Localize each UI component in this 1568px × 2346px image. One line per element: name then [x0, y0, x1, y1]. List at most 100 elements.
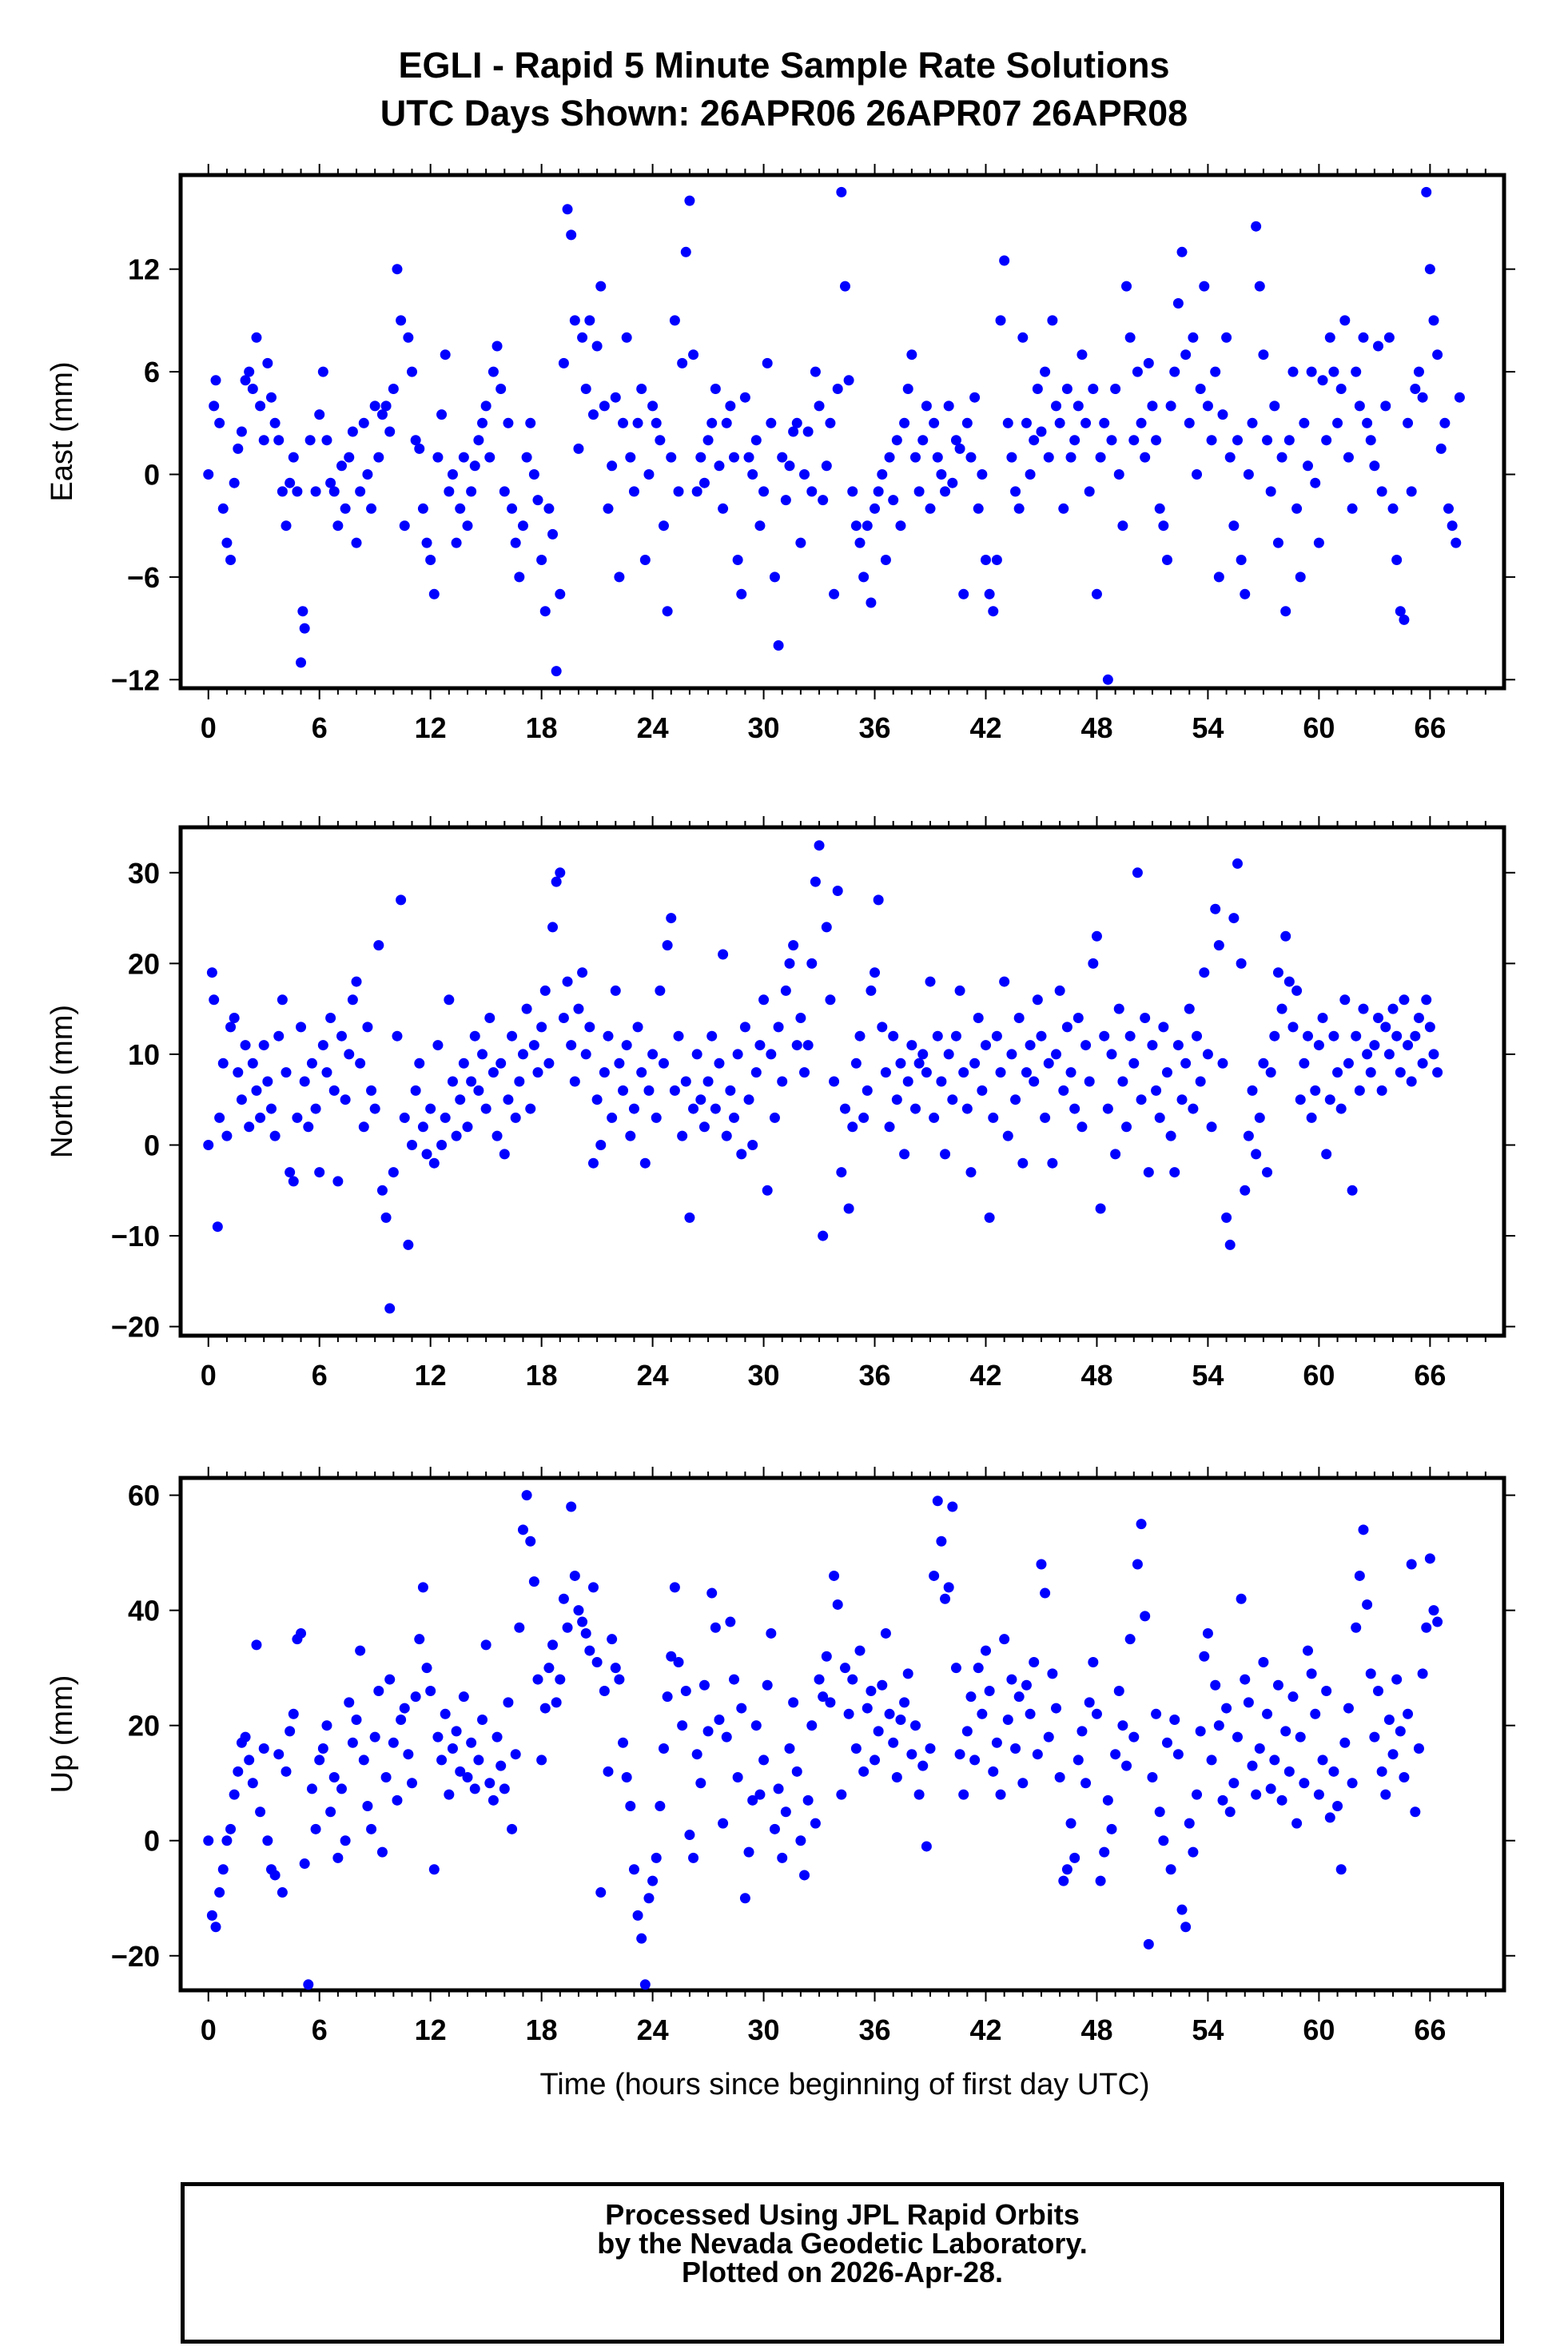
up-data-point	[388, 1737, 399, 1748]
up-data-point	[1280, 1726, 1291, 1737]
up-data-point	[1351, 1622, 1362, 1633]
east-data-point	[332, 520, 344, 532]
north-data-point	[988, 1112, 999, 1123]
up-data-point	[1069, 1852, 1080, 1863]
north-data-point	[714, 1057, 725, 1069]
up-data-point	[984, 1685, 995, 1696]
up-data-point	[977, 1708, 988, 1719]
east-data-point	[1069, 435, 1080, 446]
east-data-point	[244, 366, 255, 377]
east-data-point	[621, 332, 632, 343]
east-data-point	[1403, 417, 1414, 428]
east-data-point	[396, 315, 407, 326]
north-data-point	[314, 1167, 325, 1178]
east-data-point	[255, 400, 266, 412]
panel-up: 0 6 12 18 24 30 36 42 48 54 60 66 −20 0 20 40 60 Up (mm)	[46, 1467, 1515, 2046]
up-data-point	[206, 1910, 217, 1921]
up-data-point	[906, 1749, 917, 1760]
up-data-point	[488, 1794, 499, 1806]
up-data-point	[1362, 1599, 1373, 1610]
east-data-point	[655, 435, 666, 446]
up-data-point	[1080, 1778, 1092, 1789]
north-data-point	[277, 994, 288, 1006]
north-data-point	[396, 894, 407, 906]
up-data-point	[1299, 1778, 1310, 1789]
north-data-point	[369, 1103, 380, 1114]
up-data-point	[447, 1743, 458, 1755]
east-data-point	[1047, 315, 1058, 326]
north-data-point	[1040, 1112, 1051, 1123]
up-data-point	[495, 1760, 507, 1771]
north-data-point	[573, 1003, 584, 1014]
north-data-point	[1136, 1094, 1147, 1105]
up-data-point	[932, 1496, 943, 1507]
north-data-point	[1180, 1057, 1192, 1069]
east-data-point	[236, 426, 247, 437]
up-data-point	[1221, 1703, 1232, 1714]
north-data-point	[1310, 1085, 1321, 1096]
up-data-point	[925, 1743, 936, 1755]
up-data-point	[303, 1979, 314, 1990]
east-data-point	[1054, 417, 1065, 428]
east-data-point	[296, 657, 307, 668]
north-data-point	[1243, 1130, 1254, 1141]
north-data-point	[1224, 1239, 1236, 1250]
north-data-point	[414, 1057, 425, 1069]
up-data-point	[484, 1778, 495, 1789]
east-data-point	[991, 555, 1002, 565]
north-data-point	[214, 1112, 225, 1123]
up-data-point	[403, 1749, 414, 1760]
north-data-point	[587, 1157, 599, 1169]
north-data-point	[1036, 1030, 1047, 1042]
east-data-point	[551, 666, 562, 677]
east-xtick-label: 48	[1080, 711, 1112, 744]
up-data-point	[380, 1772, 392, 1783]
up-data-point	[1417, 1668, 1428, 1679]
north-data-point	[1106, 1049, 1117, 1060]
north-data-point	[1029, 1076, 1040, 1087]
up-data-point	[425, 1685, 436, 1696]
north-data-point	[1413, 1013, 1424, 1023]
east-data-point	[525, 417, 536, 428]
east-data-point	[532, 495, 543, 506]
east-data-point	[780, 495, 791, 506]
up-data-point	[510, 1749, 521, 1760]
up-data-point	[358, 1755, 369, 1766]
east-data-point	[832, 384, 843, 394]
east-data-point	[1013, 503, 1025, 514]
up-data-point	[373, 1685, 384, 1696]
north-data-point	[1354, 1085, 1365, 1096]
east-data-point	[870, 503, 881, 514]
up-data-point	[1088, 1656, 1099, 1667]
east-data-point	[1354, 400, 1365, 412]
up-data-point	[392, 1794, 403, 1806]
east-data-point	[1347, 503, 1358, 514]
east-data-point	[1351, 366, 1362, 377]
north-data-point	[1213, 940, 1224, 951]
north-data-point	[325, 1013, 336, 1023]
north-data-point	[1002, 1130, 1013, 1141]
up-data-point	[799, 1870, 810, 1881]
north-xtick-label: 30	[748, 1359, 780, 1392]
up-ytick-label: 60	[128, 1480, 160, 1512]
north-xtick-label: 18	[526, 1359, 558, 1392]
up-data-point	[462, 1772, 473, 1783]
east-data-point	[829, 588, 840, 599]
up-data-point	[1058, 1875, 1069, 1886]
east-data-point	[1147, 400, 1158, 412]
east-data-point	[1276, 452, 1287, 463]
east-data-point	[1454, 392, 1465, 403]
north-data-point	[854, 1030, 866, 1042]
east-data-point	[858, 572, 870, 583]
up-data-point	[514, 1622, 525, 1633]
north-data-point	[1054, 985, 1065, 996]
east-data-point	[1328, 366, 1339, 377]
north-data-point	[725, 1085, 736, 1096]
north-data-point	[1013, 1013, 1025, 1023]
east-data-point	[643, 469, 655, 480]
north-xtick-label: 12	[415, 1359, 447, 1392]
north-ytick-label: −10	[111, 1220, 160, 1253]
up-data-point	[1017, 1778, 1029, 1789]
north-data-point	[1383, 1049, 1395, 1060]
north-data-point	[628, 1103, 639, 1114]
